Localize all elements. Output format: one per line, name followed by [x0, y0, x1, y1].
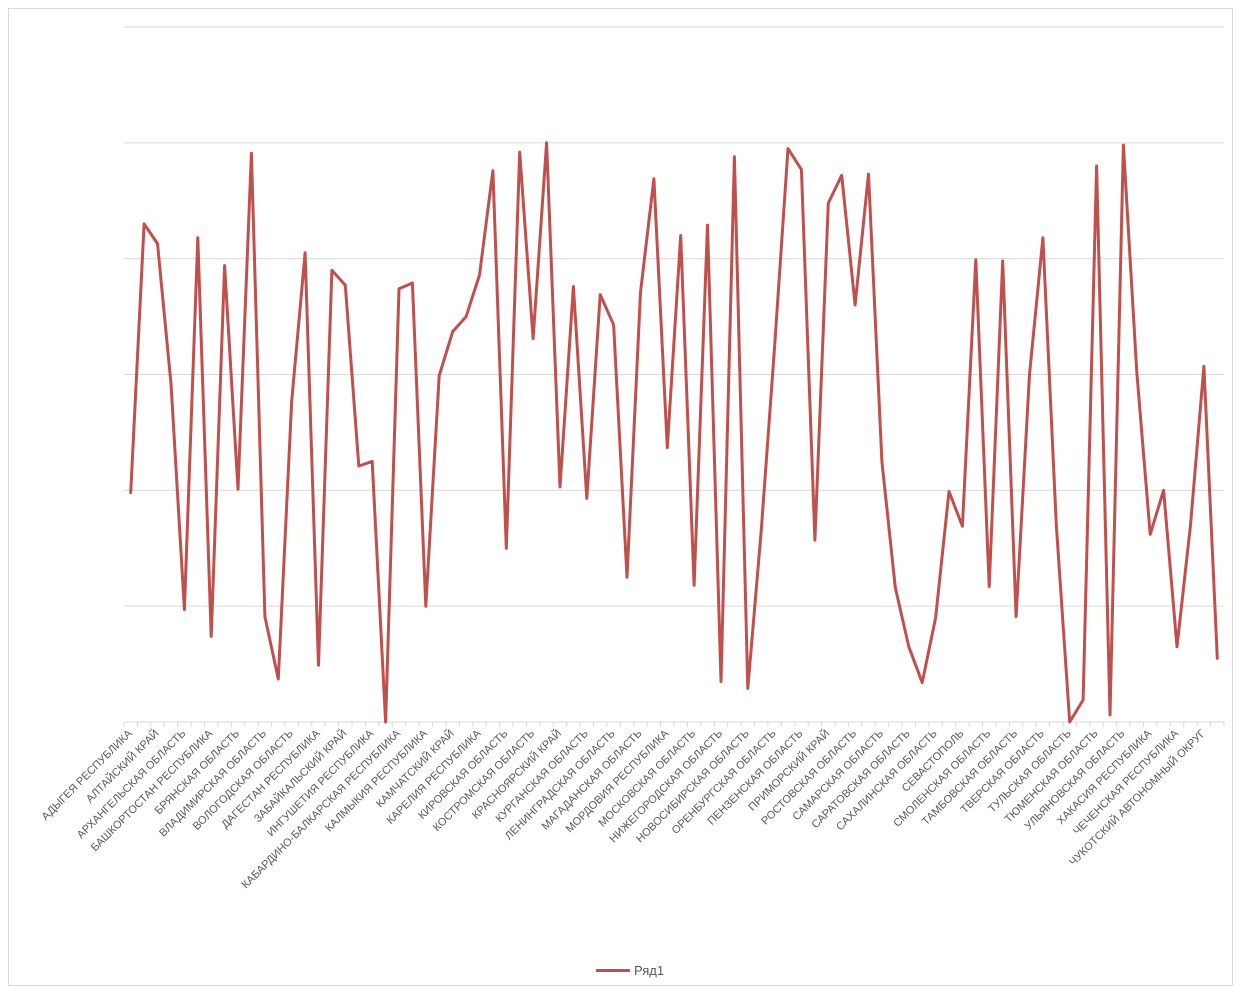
data-point — [209, 635, 213, 638]
data-point — [451, 330, 454, 333]
data-point — [397, 287, 401, 290]
data-point — [974, 258, 978, 262]
data-point — [263, 615, 267, 618]
data-point — [424, 604, 428, 608]
data-point — [759, 529, 763, 533]
data-point — [290, 399, 293, 403]
data-point — [505, 547, 508, 550]
data-point — [183, 608, 186, 611]
data-point — [357, 464, 360, 468]
data-point — [867, 172, 870, 176]
data-point — [800, 168, 803, 171]
data-point — [142, 222, 146, 226]
data-point — [719, 680, 723, 683]
data-point — [934, 616, 937, 619]
data-point — [1135, 370, 1139, 374]
data-point — [370, 460, 374, 463]
data-point — [317, 664, 320, 667]
data-point — [169, 382, 173, 385]
data-point — [196, 236, 199, 240]
data-point — [478, 273, 481, 277]
data-point — [156, 242, 159, 245]
data-point — [706, 223, 709, 227]
x-axis — [123, 721, 1225, 727]
data-point — [1202, 365, 1206, 368]
data-point — [1216, 657, 1219, 660]
data-point — [773, 345, 776, 348]
data-point — [411, 281, 414, 285]
series-layer — [129, 141, 1219, 724]
data-point — [1108, 713, 1112, 717]
data-point — [692, 584, 696, 587]
data-point — [531, 337, 535, 340]
data-point — [639, 291, 642, 294]
data-point — [599, 293, 602, 296]
data-point — [223, 264, 226, 267]
data-point — [277, 677, 280, 681]
data-point — [1014, 615, 1018, 618]
data-point — [1095, 164, 1098, 168]
data-point — [491, 169, 495, 172]
data-point — [746, 687, 749, 690]
data-point — [384, 720, 387, 724]
legend-label-series-1: Ряд1 — [634, 962, 665, 978]
data-point — [585, 497, 589, 500]
data-point — [303, 251, 307, 255]
data-point — [652, 177, 656, 180]
data-point — [988, 585, 991, 588]
data-point — [947, 490, 951, 493]
chart-frame — [8, 8, 1233, 986]
data-point — [1055, 523, 1058, 527]
data-point — [612, 323, 615, 326]
data-point — [827, 201, 830, 205]
data-point — [920, 681, 924, 684]
data-point — [1162, 489, 1165, 492]
data-point — [813, 538, 817, 542]
data-point — [679, 234, 682, 237]
data-point — [1149, 533, 1152, 536]
legend-swatch-series-1 — [596, 968, 630, 972]
data-point — [786, 147, 790, 150]
data-point — [1028, 373, 1031, 376]
data-point — [1068, 720, 1071, 724]
data-point — [344, 284, 347, 287]
data-point — [129, 491, 132, 494]
data-point — [1001, 259, 1004, 263]
data-point — [558, 485, 562, 489]
data-point — [625, 576, 629, 579]
data-point — [894, 586, 897, 589]
legend: Ряд1 — [596, 962, 664, 978]
data-point — [438, 374, 441, 377]
data-point — [572, 285, 575, 288]
data-point — [1081, 698, 1085, 702]
gridlines — [124, 26, 1224, 607]
data-point — [1122, 143, 1125, 147]
data-point — [961, 525, 964, 528]
data-point — [840, 174, 843, 177]
data-point — [1041, 236, 1045, 240]
series-line-ryad1 — [129, 141, 1219, 724]
data-point — [464, 315, 468, 318]
data-point — [250, 152, 253, 155]
data-point — [236, 487, 240, 491]
data-point — [907, 645, 910, 648]
data-point — [545, 141, 548, 145]
data-point — [733, 155, 736, 158]
data-point — [853, 303, 857, 307]
data-point — [1189, 523, 1192, 527]
data-point — [880, 460, 884, 463]
data-point — [666, 446, 669, 449]
data-point — [518, 150, 521, 154]
data-point — [330, 269, 334, 272]
data-point — [1175, 645, 1179, 648]
